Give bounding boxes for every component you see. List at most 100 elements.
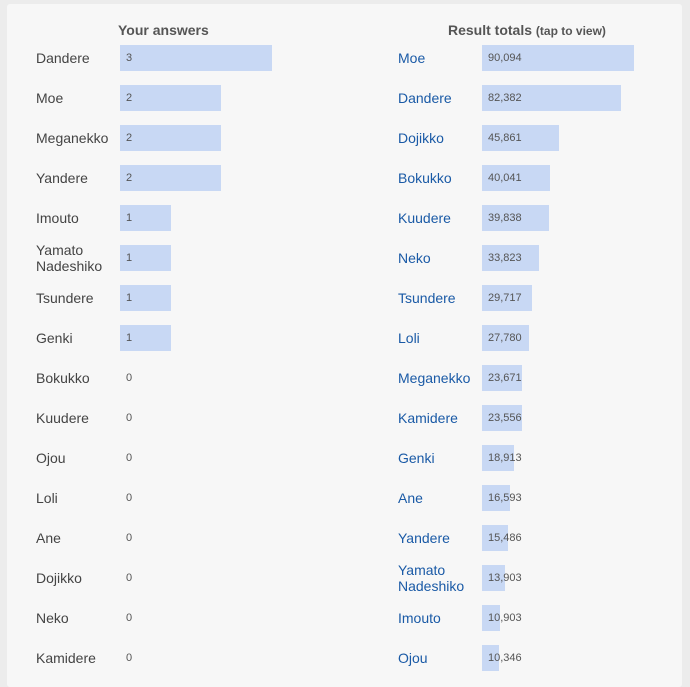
result-row-label[interactable]: Meganekko	[398, 370, 471, 386]
answer-row-label: Neko	[36, 610, 69, 626]
answer-row-label: Kuudere	[36, 410, 89, 426]
answer-row-label: Loli	[36, 490, 58, 506]
result-row-bar	[482, 525, 508, 551]
result-row-bar	[482, 205, 549, 231]
result-row[interactable]: Yandere 15,486	[398, 525, 690, 551]
result-row-label[interactable]: Imouto	[398, 610, 441, 626]
result-row-bar	[482, 85, 621, 111]
result-row-bar	[482, 605, 500, 631]
answer-row-label: Dandere	[36, 50, 90, 66]
result-row-bar	[482, 325, 529, 351]
result-row-bar	[482, 285, 532, 311]
result-row[interactable]: Bokukko 40,041	[398, 165, 690, 191]
answer-row-value: 2	[126, 172, 133, 184]
result-row-bar	[482, 165, 550, 191]
result-row[interactable]: Meganekko 23,671	[398, 365, 690, 391]
answer-row: Yandere 2	[36, 165, 332, 191]
answer-row-value: 2	[126, 92, 133, 104]
answer-row-value: 0	[126, 372, 133, 384]
result-row[interactable]: Yamato Nadeshiko 13,903	[398, 562, 690, 594]
answer-row: Tsundere 1	[36, 285, 332, 311]
answer-row-bar	[120, 45, 272, 71]
result-row-value: 40,041	[488, 172, 522, 184]
answer-row-label: Dojikko	[36, 570, 82, 586]
answer-row: Moe 2	[36, 85, 332, 111]
answer-row: Yamato Nadeshiko 1	[36, 242, 332, 274]
result-row[interactable]: Dandere 82,382	[398, 85, 690, 111]
result-row-label[interactable]: Yamato Nadeshiko	[398, 562, 465, 594]
answer-row-bar	[120, 165, 221, 191]
result-row[interactable]: Ane 16,593	[398, 485, 690, 511]
result-row-bar	[482, 445, 514, 471]
result-row[interactable]: Loli 27,780	[398, 325, 690, 351]
answer-row-bar	[120, 85, 221, 111]
answer-row-label: Yamato Nadeshiko	[36, 242, 103, 274]
result-row[interactable]: Kamidere 23,556	[398, 405, 690, 431]
answer-row-label: Kamidere	[36, 650, 96, 666]
result-row[interactable]: Moe 90,094	[398, 45, 690, 71]
answer-row-label: Tsundere	[36, 290, 94, 306]
answer-row: Genki 1	[36, 325, 332, 351]
result-row-label[interactable]: Yandere	[398, 530, 450, 546]
result-row-value: 23,671	[488, 372, 522, 384]
result-row-bar	[482, 245, 539, 271]
answer-row-value: 0	[126, 612, 133, 624]
result-row[interactable]: Imouto 10,903	[398, 605, 690, 631]
answer-row-value: 3	[126, 52, 133, 64]
answer-row: Neko 0	[36, 605, 332, 631]
result-row[interactable]: Kuudere 39,838	[398, 205, 690, 231]
result-row-value: 27,780	[488, 332, 522, 344]
result-row-label[interactable]: Ane	[398, 490, 423, 506]
result-row-bar	[482, 125, 559, 151]
result-row-bar	[482, 365, 522, 391]
result-row-label[interactable]: Loli	[398, 330, 420, 346]
answer-row-value: 0	[126, 532, 133, 544]
result-row-value: 18,913	[488, 452, 522, 464]
result-row-label[interactable]: Genki	[398, 450, 435, 466]
result-row-label[interactable]: Tsundere	[398, 290, 456, 306]
result-row-value: 39,838	[488, 212, 522, 224]
answer-row-label: Imouto	[36, 210, 79, 226]
result-row-bar	[482, 485, 510, 511]
answer-row: Meganekko 2	[36, 125, 332, 151]
result-row-label[interactable]: Dandere	[398, 90, 452, 106]
answer-row-value: 0	[126, 572, 133, 584]
answer-row-bar	[120, 325, 171, 351]
result-row-value: 82,382	[488, 92, 522, 104]
results-panel: Your answers Result totals (tap to view)…	[7, 4, 682, 687]
result-row-value: 13,903	[488, 572, 522, 584]
answer-row-value: 1	[126, 292, 133, 304]
result-row-label[interactable]: Moe	[398, 50, 426, 66]
result-row-bar	[482, 645, 499, 671]
result-row[interactable]: Ojou 10,346	[398, 645, 690, 671]
result-row-label[interactable]: Dojikko	[398, 130, 444, 146]
result-row[interactable]: Dojikko 45,861	[398, 125, 690, 151]
your-answers-header: Your answers	[118, 22, 209, 38]
answer-row: Ojou 0	[36, 445, 332, 471]
answer-row: Loli 0	[36, 485, 332, 511]
answer-row-bar	[120, 245, 171, 271]
answer-row-label: Genki	[36, 330, 73, 346]
result-row-label[interactable]: Kamidere	[398, 410, 458, 426]
result-row-label[interactable]: Kuudere	[398, 210, 451, 226]
result-row-label[interactable]: Ojou	[398, 650, 428, 666]
result-row[interactable]: Genki 18,913	[398, 445, 690, 471]
answer-row: Dandere 3	[36, 45, 332, 71]
result-row[interactable]: Neko 33,823	[398, 245, 690, 271]
answer-row-value: 0	[126, 492, 133, 504]
answer-row-value: 2	[126, 132, 133, 144]
answer-row-bar	[120, 205, 171, 231]
answer-row-bar	[120, 125, 221, 151]
result-row-value: 29,717	[488, 292, 522, 304]
result-row[interactable]: Tsundere 29,717	[398, 285, 690, 311]
result-row-bar	[482, 45, 634, 71]
result-row-label[interactable]: Neko	[398, 250, 431, 266]
answer-row-label: Bokukko	[36, 370, 90, 386]
result-row-value: 45,861	[488, 132, 522, 144]
result-row-label[interactable]: Bokukko	[398, 170, 452, 186]
answer-row-label: Ojou	[36, 450, 66, 466]
answer-row: Kamidere 0	[36, 645, 332, 671]
answer-row-label: Meganekko	[36, 130, 109, 146]
answer-row-value: 0	[126, 412, 133, 424]
result-row-value: 16,593	[488, 492, 522, 504]
